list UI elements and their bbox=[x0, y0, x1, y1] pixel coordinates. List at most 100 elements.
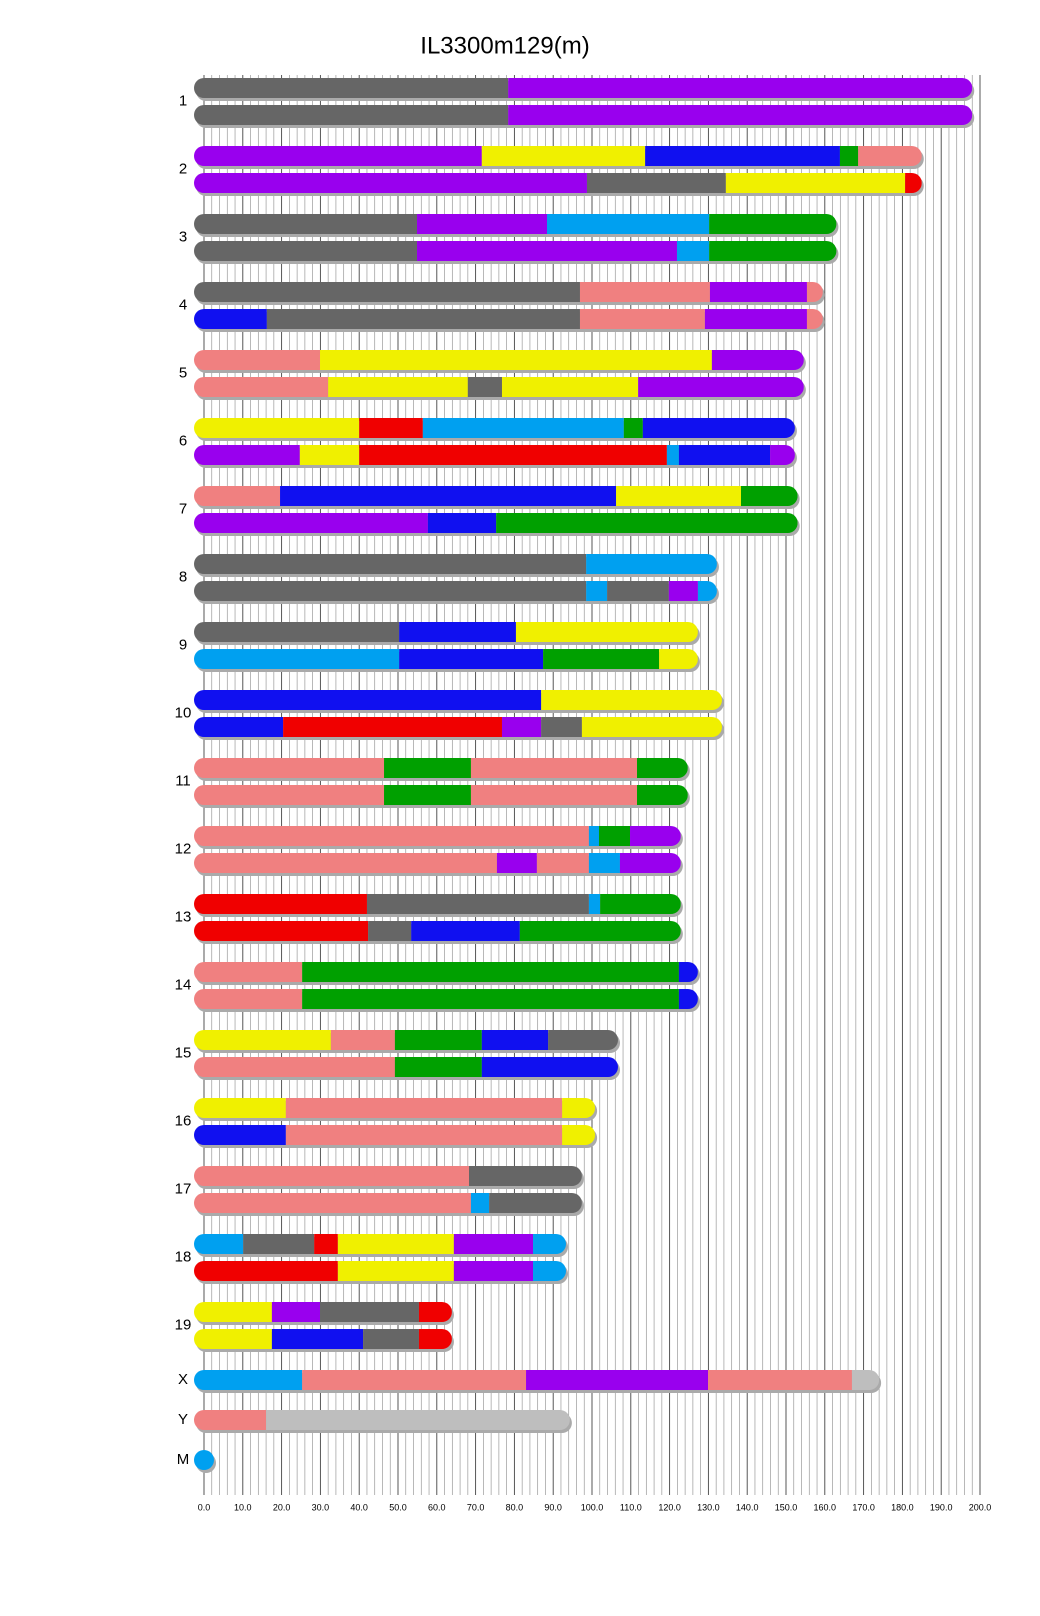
segment bbox=[299, 445, 360, 465]
segment bbox=[285, 1098, 563, 1118]
haplotype bbox=[194, 1370, 880, 1390]
segment bbox=[194, 282, 580, 302]
segment bbox=[645, 146, 840, 166]
segment bbox=[314, 1234, 338, 1254]
segment bbox=[586, 581, 608, 601]
haplotype bbox=[194, 1329, 452, 1349]
segment bbox=[418, 1329, 452, 1349]
segment bbox=[770, 445, 795, 465]
x-tick-label: 120.0 bbox=[658, 1502, 681, 1512]
segment bbox=[384, 758, 471, 778]
chromosome-label: 11 bbox=[175, 772, 191, 789]
chromosome-label: 12 bbox=[175, 840, 192, 857]
segment bbox=[194, 78, 509, 98]
segment bbox=[588, 826, 599, 846]
segment bbox=[851, 1370, 880, 1390]
chromosome-label: 3 bbox=[179, 228, 187, 245]
segment bbox=[194, 1261, 338, 1281]
segment bbox=[579, 282, 710, 302]
segment bbox=[858, 146, 922, 166]
haplotype bbox=[194, 418, 795, 438]
segment bbox=[543, 649, 660, 669]
segment bbox=[533, 1234, 567, 1254]
segment bbox=[541, 717, 582, 737]
segment bbox=[678, 445, 771, 465]
segment bbox=[619, 853, 681, 873]
segment bbox=[467, 377, 502, 397]
x-tick-label: 30.0 bbox=[312, 1502, 330, 1512]
segment bbox=[515, 622, 698, 642]
segment bbox=[399, 622, 516, 642]
haplotype bbox=[194, 1125, 596, 1145]
x-tick-label: 10.0 bbox=[234, 1502, 252, 1512]
haplotype bbox=[194, 282, 823, 302]
haplotype bbox=[194, 214, 837, 234]
segment bbox=[243, 1234, 315, 1254]
x-tick-label: 90.0 bbox=[544, 1502, 562, 1512]
segment bbox=[394, 1030, 482, 1050]
haplotype bbox=[194, 649, 698, 669]
segment bbox=[501, 717, 542, 737]
chromosome-label: 16 bbox=[175, 1112, 192, 1129]
segment bbox=[453, 1261, 534, 1281]
segment bbox=[470, 758, 638, 778]
segment bbox=[470, 785, 638, 805]
segment bbox=[411, 921, 520, 941]
segment bbox=[194, 1302, 272, 1322]
segment bbox=[659, 649, 698, 669]
segment bbox=[678, 989, 698, 1009]
x-tick-label: 190.0 bbox=[930, 1502, 953, 1512]
segment bbox=[399, 649, 544, 669]
segment bbox=[366, 894, 589, 914]
segment bbox=[709, 214, 837, 234]
segment bbox=[194, 214, 418, 234]
haplotype bbox=[194, 1098, 596, 1118]
segment bbox=[839, 146, 859, 166]
segment bbox=[704, 309, 807, 329]
haplotype bbox=[194, 1302, 452, 1322]
segment bbox=[616, 486, 741, 506]
segment bbox=[533, 1261, 567, 1281]
segment bbox=[302, 1370, 527, 1390]
haplotype bbox=[194, 78, 973, 98]
segment bbox=[194, 1166, 470, 1186]
haplotype bbox=[194, 826, 681, 846]
x-tick-label: 160.0 bbox=[814, 1502, 837, 1512]
segment bbox=[194, 486, 281, 506]
segment bbox=[637, 785, 688, 805]
haplotype bbox=[194, 241, 837, 261]
chromosome-label: M bbox=[177, 1451, 190, 1468]
haplotype bbox=[194, 146, 922, 166]
segment bbox=[519, 921, 681, 941]
haplotype bbox=[194, 350, 804, 370]
segment bbox=[588, 894, 601, 914]
segment bbox=[194, 826, 589, 846]
haplotype bbox=[194, 785, 688, 805]
segment bbox=[548, 1030, 618, 1050]
haplotype bbox=[194, 622, 698, 642]
haplotype bbox=[194, 513, 798, 533]
segment bbox=[194, 173, 587, 193]
segment bbox=[470, 1193, 490, 1213]
x-tick-label: 110.0 bbox=[620, 1502, 642, 1512]
segment bbox=[320, 1302, 419, 1322]
segment bbox=[302, 962, 679, 982]
segment bbox=[598, 826, 631, 846]
segment bbox=[194, 513, 428, 533]
haplotype bbox=[194, 962, 698, 982]
segment bbox=[708, 1370, 852, 1390]
haplotype bbox=[194, 105, 973, 125]
haplotype bbox=[194, 581, 717, 601]
segment bbox=[481, 146, 646, 166]
segment bbox=[337, 1234, 454, 1254]
chromosome-label: 8 bbox=[179, 568, 187, 585]
segment bbox=[725, 173, 906, 193]
segment bbox=[194, 241, 418, 261]
segment bbox=[194, 717, 284, 737]
chromosome-label: 14 bbox=[175, 976, 192, 993]
segment bbox=[194, 1329, 272, 1349]
segment bbox=[194, 894, 367, 914]
segment bbox=[427, 513, 497, 533]
segment bbox=[546, 214, 710, 234]
